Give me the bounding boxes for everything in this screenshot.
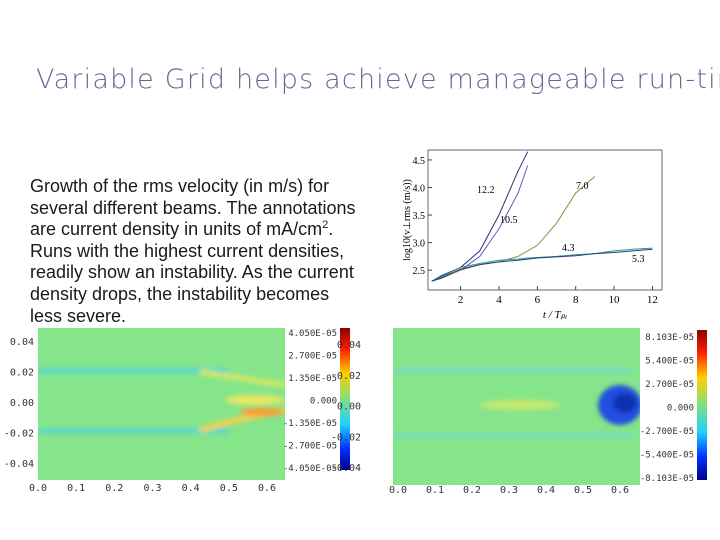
body-text: Growth of the rms velocity (in m/s) for … — [30, 176, 395, 327]
line-series — [431, 176, 596, 282]
line-series — [431, 151, 529, 282]
text-line: several different beams. The annotations — [30, 197, 356, 218]
curve-label: 10.5 — [500, 215, 518, 226]
y-tick-label: 2.5 — [413, 266, 426, 277]
colorbar-label: 4.050E-05 — [288, 329, 337, 339]
x-tick-label: 10 — [609, 294, 621, 306]
y-tick-label: -0.02 — [4, 429, 34, 440]
curve-label: 4.3 — [562, 243, 575, 254]
colorbar — [340, 328, 350, 470]
x-tick-label: 0.2 — [463, 485, 481, 496]
x-tick-label: 0.6 — [258, 483, 276, 494]
text-line: less severe. — [30, 305, 127, 326]
x-tick-label: 0.6 — [611, 485, 629, 496]
x-tick-label: 0.2 — [105, 483, 123, 494]
y-tick-label: -0.04 — [331, 463, 361, 474]
colorbar-label: 2.700E-05 — [645, 380, 694, 390]
y-tick-label: -0.02 — [331, 432, 361, 443]
x-tick-label: 12 — [647, 294, 658, 306]
y-tick-label: 0.04 — [337, 340, 361, 351]
x-tick-label: 6 — [535, 294, 541, 306]
text-line: Growth of the rms velocity (in m/s) for — [30, 176, 330, 196]
y-tick-label: 3.5 — [413, 211, 426, 222]
y-tick-label: 4.0 — [413, 183, 426, 194]
x-tick-label: 4 — [496, 294, 502, 306]
y-tick-label: 4.5 — [413, 156, 426, 167]
y-tick-label: 0.00 — [10, 398, 34, 409]
colorbar-label: 2.700E-05 — [288, 352, 337, 362]
colorbar-label: -4.050E-05 — [283, 464, 337, 474]
colorbar-label: -2.700E-05 — [283, 442, 337, 452]
x-tick-label: 0.1 — [426, 485, 444, 496]
text-line: are current density in units of mA/cm2. — [30, 219, 395, 241]
x-tick-label: 2 — [458, 294, 464, 306]
x-tick-label: 0.3 — [143, 483, 161, 494]
text: . — [328, 219, 334, 240]
x-tick-label: 0.4 — [182, 483, 200, 494]
colorbar-label: -1.350E-05 — [283, 419, 337, 429]
y-tick-label: 3.0 — [413, 239, 426, 250]
y-tick-label: -0.04 — [4, 459, 34, 470]
curve-label: 5.3 — [632, 254, 645, 265]
x-tick-label: 0.5 — [574, 485, 592, 496]
x-tick-label: 0.0 — [29, 483, 47, 494]
line-series — [431, 247, 653, 282]
text-line: Runs with the highest current densities, — [30, 240, 345, 261]
x-tick-label: 0.5 — [220, 483, 238, 494]
colorbar-label: -2.700E-05 — [640, 427, 694, 437]
colorbar-label: 8.103E-05 — [645, 333, 694, 343]
heatmap-features — [38, 368, 285, 434]
y-axis-label: log10(v⊥rms (m/s)) — [402, 179, 413, 261]
curve-label: 7.0 — [576, 181, 589, 192]
colorbar-label: 1.350E-05 — [288, 374, 337, 384]
x-tick-label: 0.0 — [389, 485, 407, 496]
slide-title: Variable Grid helps achieve manageable r… — [36, 64, 720, 95]
superscript: 2 — [322, 219, 329, 232]
line-series — [431, 248, 653, 282]
x-axis-label: t / Tₚᵢ — [543, 309, 567, 321]
x-tick-label: 8 — [573, 294, 579, 306]
text-line: density drops, the instability becomes — [30, 283, 330, 304]
x-tick-label: 0.4 — [537, 485, 555, 496]
x-tick-label: 0.1 — [67, 483, 85, 494]
text: are current density in units of mA/cm — [30, 219, 323, 240]
y-tick-label: 0.04 — [10, 337, 34, 348]
y-tick-label: 0.02 — [337, 371, 361, 382]
colorbar-label: 5.400E-05 — [645, 357, 694, 367]
colorbar-label: 0.000 — [310, 397, 337, 407]
curve-label: 12.2 — [477, 185, 495, 196]
x-tick-label: 0.3 — [500, 485, 518, 496]
heatmap-features — [393, 368, 640, 438]
y-tick-label: 0.02 — [10, 368, 34, 379]
colorbar-label: 0.000 — [667, 404, 694, 414]
colorbar-label: -8.103E-05 — [640, 474, 694, 484]
colorbar — [697, 330, 707, 480]
text-line: readily show an instability. As the curr… — [30, 262, 354, 283]
plot-frame — [427, 149, 663, 291]
colorbar-label: -5.400E-05 — [640, 451, 694, 461]
y-tick-label: 0.00 — [337, 402, 361, 413]
